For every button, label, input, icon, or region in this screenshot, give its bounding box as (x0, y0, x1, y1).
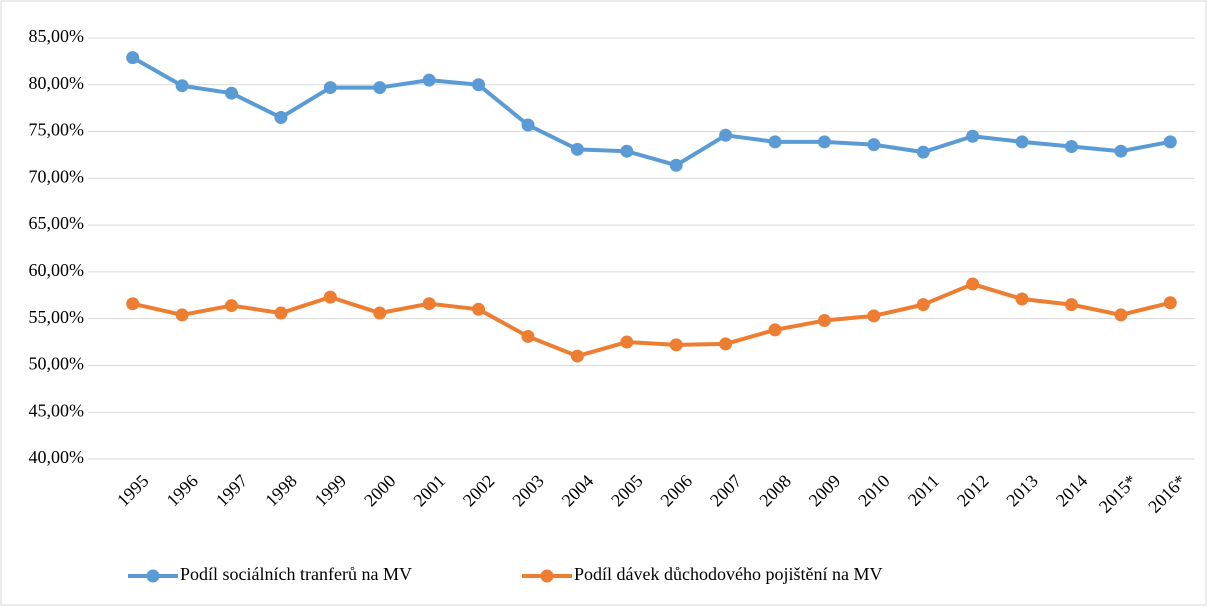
data-point (373, 81, 387, 95)
y-tick-label: 60,00% (29, 260, 85, 280)
data-point (570, 142, 584, 156)
data-point (323, 290, 337, 304)
data-point (817, 135, 831, 149)
data-point (867, 309, 881, 323)
y-tick-label: 45,00% (29, 400, 85, 420)
y-tick-label: 75,00% (29, 120, 85, 140)
data-point (620, 144, 634, 158)
data-point (1015, 292, 1029, 306)
data-point (1015, 135, 1029, 149)
data-point (719, 337, 733, 351)
data-point (966, 129, 980, 143)
data-point (472, 302, 486, 316)
data-point (1114, 308, 1128, 322)
data-point (817, 314, 831, 328)
data-point (225, 86, 239, 100)
y-tick-label: 80,00% (29, 73, 85, 93)
data-point (225, 299, 239, 313)
data-point (1064, 140, 1078, 154)
data-point (323, 81, 337, 95)
data-point (669, 158, 683, 172)
y-tick-label: 50,00% (29, 354, 85, 374)
y-tick-label: 55,00% (29, 307, 85, 327)
data-point (126, 51, 140, 65)
data-point (274, 306, 288, 320)
y-tick-label: 85,00% (29, 26, 85, 46)
data-point (620, 335, 634, 349)
data-point (1114, 144, 1128, 158)
data-point (669, 338, 683, 352)
data-point (1064, 298, 1078, 312)
data-point (916, 145, 930, 159)
data-point (1163, 135, 1177, 149)
legend-label: Podíl dávek důchodového pojištění na MV (574, 564, 882, 584)
series-line (132, 282, 1171, 359)
data-point (422, 297, 436, 311)
data-point (422, 73, 436, 87)
y-tick-label: 65,00% (29, 213, 85, 233)
data-point (768, 135, 782, 149)
data-point (472, 78, 486, 92)
data-point (274, 111, 288, 125)
data-point (1163, 296, 1177, 310)
data-point (521, 118, 535, 132)
y-tick-label: 70,00% (29, 166, 85, 186)
data-point (126, 297, 140, 311)
data-point (570, 349, 584, 363)
data-point (521, 329, 535, 343)
data-point (175, 308, 189, 322)
data-point (966, 277, 980, 291)
data-point (719, 128, 733, 142)
legend-label: Podíl sociálních tranferů na MV (180, 564, 412, 584)
data-point (373, 306, 387, 320)
data-point (867, 138, 881, 152)
data-point (916, 298, 930, 312)
data-point (768, 323, 782, 337)
data-point (175, 79, 189, 93)
legend-marker (146, 569, 160, 583)
y-tick-label: 40,00% (29, 447, 85, 467)
series-line (131, 55, 1171, 168)
legend-marker (540, 569, 554, 583)
